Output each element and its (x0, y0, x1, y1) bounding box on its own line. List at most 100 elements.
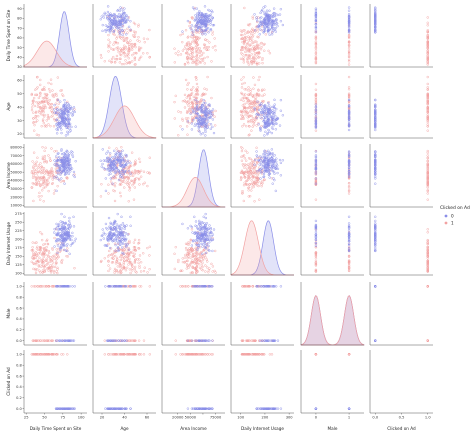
point (314, 61, 318, 64)
point (188, 47, 191, 50)
point (195, 251, 198, 255)
point (273, 106, 276, 110)
point (260, 108, 264, 111)
point (67, 219, 71, 223)
point (194, 249, 198, 252)
point (261, 57, 264, 60)
point (263, 134, 266, 137)
point (59, 116, 62, 120)
point (30, 186, 33, 189)
point (106, 5, 110, 8)
point (134, 45, 137, 49)
point (122, 230, 126, 234)
panel-0-1 (92, 4, 156, 68)
point (250, 58, 253, 61)
point (208, 115, 212, 119)
point (184, 78, 188, 82)
point (207, 271, 210, 274)
point (347, 173, 351, 176)
point (48, 267, 51, 270)
point (122, 47, 126, 51)
point (247, 48, 250, 51)
point (269, 115, 273, 118)
point (122, 252, 125, 256)
point (347, 53, 351, 57)
point (241, 53, 244, 56)
point (45, 169, 48, 172)
point (260, 102, 263, 105)
point (263, 156, 266, 160)
point (196, 62, 199, 66)
point (195, 96, 199, 100)
panel-2-1 (92, 144, 156, 208)
panel-1-1 (92, 75, 157, 139)
point (206, 260, 209, 263)
point (198, 18, 202, 21)
point (32, 96, 36, 100)
y-tick-label: 50 (17, 46, 22, 50)
point (113, 155, 117, 159)
point (60, 131, 63, 135)
point (192, 254, 196, 258)
point (201, 132, 205, 135)
point (109, 180, 113, 183)
point (105, 13, 108, 16)
point (314, 56, 318, 60)
point (192, 95, 196, 99)
point (374, 177, 377, 180)
point (374, 172, 377, 175)
point (197, 258, 200, 262)
point (347, 189, 351, 193)
point (107, 264, 110, 267)
point (142, 183, 145, 186)
point (314, 269, 318, 273)
point (148, 56, 151, 59)
point (66, 170, 69, 173)
point (426, 99, 429, 103)
point (121, 35, 125, 38)
point (42, 99, 45, 102)
point (314, 158, 318, 162)
point (198, 266, 202, 270)
point (122, 163, 125, 166)
point (426, 149, 429, 153)
point (247, 176, 250, 179)
point (426, 163, 429, 166)
point (32, 166, 35, 170)
point (259, 11, 262, 15)
point (126, 183, 129, 186)
point (248, 103, 252, 106)
point (125, 258, 129, 262)
point (38, 245, 42, 249)
point (112, 221, 116, 224)
point (107, 169, 111, 173)
point (103, 11, 107, 15)
point (37, 264, 41, 267)
point (36, 261, 39, 264)
point (258, 106, 261, 109)
point (258, 75, 261, 79)
point (65, 238, 68, 241)
point (257, 47, 260, 50)
point (117, 178, 121, 182)
y-tick-label: 60 (17, 79, 22, 83)
panel-0-2 (161, 4, 225, 68)
point (266, 28, 270, 32)
point (197, 126, 200, 130)
point (268, 153, 271, 157)
point (204, 264, 207, 267)
point (65, 126, 68, 129)
point (37, 265, 41, 268)
point (107, 33, 110, 37)
point (242, 106, 246, 110)
point (110, 231, 113, 235)
point (174, 94, 177, 98)
point (124, 45, 128, 49)
point (314, 82, 318, 86)
point (68, 124, 71, 127)
point (187, 266, 190, 269)
point (199, 61, 203, 64)
point (189, 112, 192, 115)
panel-3-3 (230, 212, 294, 276)
point (119, 178, 122, 182)
